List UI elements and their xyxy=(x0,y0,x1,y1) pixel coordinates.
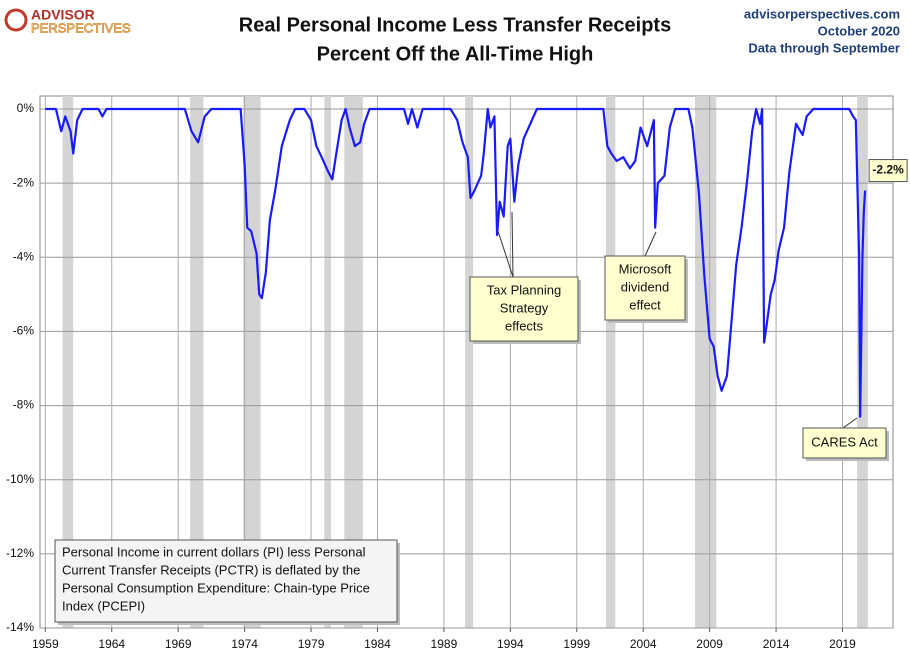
y-tick-label: -10% xyxy=(6,472,34,486)
x-tick-label: 1999 xyxy=(563,637,590,651)
logo-bottom: PERSPECTIVES xyxy=(31,20,131,35)
data-line xyxy=(45,107,867,418)
source-site: advisorperspectives.com xyxy=(744,6,900,21)
y-tick-label: -4% xyxy=(13,249,35,263)
note-text: Personal Consumption Expenditure: Chain-… xyxy=(62,580,370,595)
recession-band xyxy=(190,96,204,628)
annotation-box xyxy=(469,276,579,342)
annotation-text: dividend xyxy=(621,279,669,294)
plot: 0% -2% -4% -6% -8% -10% -12% -14% 1959 1964 1969 19… xyxy=(6,95,894,651)
recession-band xyxy=(857,96,868,628)
x-tick-label: 1969 xyxy=(165,637,192,651)
y-tick-label: -12% xyxy=(6,546,34,560)
arrow xyxy=(644,231,657,257)
logo-top: ADVISOR xyxy=(31,7,95,23)
x-tick-label: 2009 xyxy=(696,637,723,651)
annotation-arrows xyxy=(496,211,858,429)
note-text: Current Transfer Receipts (PCTR) is defl… xyxy=(62,562,360,577)
x-tick-label: 2014 xyxy=(763,637,790,651)
note-box xyxy=(54,539,398,623)
arrow xyxy=(511,211,514,278)
value-label: -2.2% xyxy=(872,163,904,177)
arrow xyxy=(496,227,514,278)
note-text: Personal Income in current dollars (PI) … xyxy=(62,544,366,559)
x-tick-label: 1979 xyxy=(298,637,325,651)
note-text: Index (PCEPI) xyxy=(62,598,145,613)
recession-band xyxy=(465,96,474,628)
annotation-text: effects xyxy=(505,318,544,333)
source-note: Data through September xyxy=(748,40,900,55)
annotation-text: Microsoft xyxy=(619,261,672,276)
x-tick-label: 1984 xyxy=(364,637,391,651)
annotation-box xyxy=(604,255,686,321)
y-tick-label: -8% xyxy=(13,398,35,412)
annotation-text: CARES Act xyxy=(811,434,878,449)
y-tick-label: -14% xyxy=(6,620,34,634)
x-tick-label: 2004 xyxy=(630,637,657,651)
x-tick-label: 2019 xyxy=(829,637,856,651)
y-tick-label: -2% xyxy=(13,175,35,189)
x-tick-label: 1994 xyxy=(497,637,524,651)
annotation-box xyxy=(802,427,887,459)
x-tick-label: 1964 xyxy=(98,637,125,651)
x-tick-label: 1989 xyxy=(431,637,458,651)
arrow xyxy=(842,417,858,429)
source-date: October 2020 xyxy=(818,23,900,38)
x-tick-label: 1959 xyxy=(32,637,59,651)
chart-subtitle: Percent Off the All-Time High xyxy=(317,43,594,65)
y-tick-label: -6% xyxy=(13,324,35,338)
annotation-text: Tax Planning xyxy=(487,282,561,297)
value-label-box xyxy=(868,159,908,183)
annotation-text: Strategy xyxy=(500,300,549,315)
annotation-text: effect xyxy=(629,297,661,312)
y-tick-label: 0% xyxy=(17,101,35,115)
x-tick-label: 1974 xyxy=(231,637,258,651)
recession-band xyxy=(62,96,74,628)
recession-band xyxy=(344,96,363,628)
recession-band xyxy=(324,96,331,628)
overlay: -2.2% Tax Planning Strategy effects Microsof… xyxy=(54,159,908,625)
chart-title: Real Personal Income Less Transfer Recei… xyxy=(239,14,671,36)
recession-band xyxy=(606,96,616,628)
logo-icon xyxy=(4,8,28,32)
